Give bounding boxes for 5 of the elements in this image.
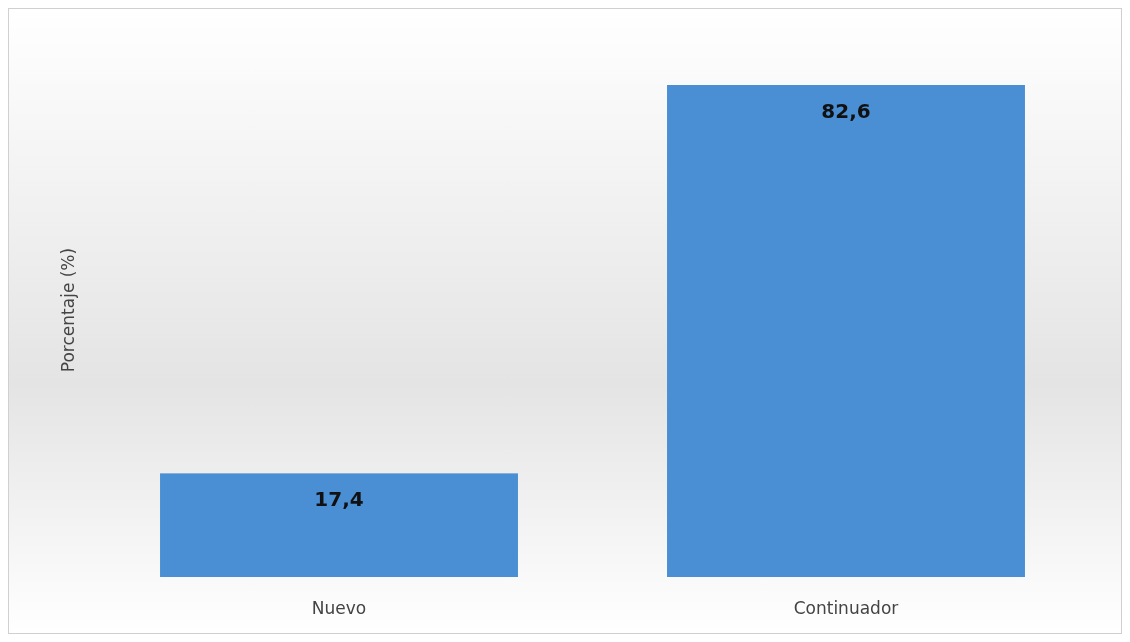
- data-label: 17,4: [314, 487, 364, 512]
- y-axis-title: Porcentaje (%): [58, 247, 78, 373]
- data-label: 82,6: [821, 99, 871, 123]
- x-tick-label: Continuador: [793, 598, 899, 618]
- x-tick-label: Nuevo: [311, 598, 367, 618]
